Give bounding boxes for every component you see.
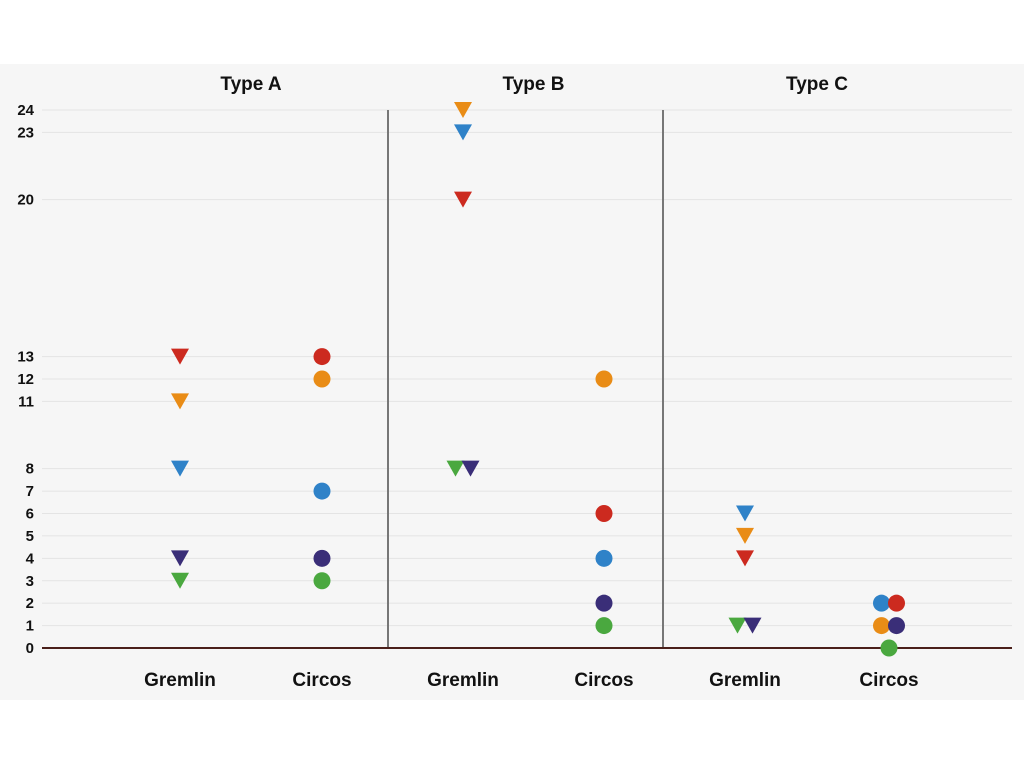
point-type-c-gremlin-orange-5 — [736, 527, 754, 544]
point-type-a-circos-blue-7 — [313, 482, 331, 500]
y-tick-label: 1 — [26, 618, 34, 635]
data-points — [171, 102, 905, 657]
point-type-b-circos-navy-2 — [595, 594, 613, 612]
y-tick-label: 0 — [26, 640, 34, 657]
plot-background — [0, 64, 1024, 700]
point-type-b-gremlin-blue-23 — [454, 124, 472, 141]
point-type-a-gremlin-red-13 — [171, 348, 189, 365]
point-type-c-gremlin-blue-6 — [736, 505, 754, 522]
point-type-c-circos-blue-2 — [873, 594, 890, 612]
point-type-c-gremlin-navy-1 — [743, 617, 762, 634]
point-type-a-gremlin-navy-4 — [171, 550, 189, 567]
point-type-b-circos-blue-4 — [595, 549, 613, 567]
point-type-a-gremlin-green-3 — [171, 572, 189, 589]
y-tick-label: 4 — [26, 550, 35, 567]
point-type-a-circos-red-13 — [313, 348, 331, 366]
point-type-a-gremlin-blue-8 — [171, 460, 189, 477]
panel-separators — [387, 110, 664, 648]
point-type-b-gremlin-orange-24 — [454, 102, 472, 118]
category-label: Gremlin — [709, 670, 781, 691]
point-type-a-circos-navy-4 — [313, 549, 331, 567]
category-label: Circos — [574, 670, 633, 691]
y-tick-label: 23 — [17, 124, 34, 141]
y-tick-label: 11 — [18, 393, 34, 410]
panel-title: Type B — [503, 74, 565, 95]
point-type-b-gremlin-red-20 — [454, 191, 472, 208]
point-type-b-gremlin-navy-8 — [461, 460, 480, 477]
y-tick-label: 5 — [26, 528, 34, 545]
y-tick-label: 2 — [26, 595, 34, 612]
point-type-c-circos-red-2 — [888, 594, 905, 612]
category-label: Circos — [859, 670, 918, 691]
category-label: Gremlin — [144, 670, 216, 691]
category-label: Circos — [292, 670, 351, 691]
y-tick-label: 6 — [26, 506, 34, 523]
y-tick-label: 3 — [26, 573, 34, 590]
y-tick-label: 8 — [26, 461, 34, 478]
point-type-b-gremlin-green-8 — [446, 460, 465, 477]
point-type-a-circos-green-3 — [313, 572, 331, 590]
point-type-c-circos-orange-1 — [873, 617, 890, 635]
panel-title: Type A — [220, 74, 282, 95]
y-tick-label: 12 — [17, 371, 34, 388]
point-type-b-circos-red-6 — [595, 505, 613, 522]
point-type-b-circos-orange-12 — [595, 370, 613, 388]
panel-title: Type C — [786, 74, 848, 95]
y-tick-label: 20 — [17, 192, 34, 209]
y-tick-label: 24 — [17, 102, 34, 119]
point-type-c-circos-green-0 — [880, 639, 898, 657]
y-tick-label: 7 — [26, 483, 34, 500]
y-tick-label: 13 — [17, 349, 34, 366]
panel-titles: Type A Type B Type C — [220, 74, 848, 95]
category-label: Gremlin — [427, 670, 499, 691]
grid-lines — [42, 109, 1012, 627]
point-type-c-circos-navy-1 — [888, 617, 905, 635]
category-labels: Gremlin Circos Gremlin Circos Gremlin Circos — [144, 670, 918, 691]
point-type-c-gremlin-green-1 — [728, 617, 747, 634]
point-type-a-gremlin-orange-11 — [171, 393, 189, 410]
point-type-b-circos-green-1 — [595, 617, 613, 635]
point-type-a-circos-orange-12 — [313, 370, 331, 388]
point-type-c-gremlin-red-4 — [736, 550, 754, 567]
